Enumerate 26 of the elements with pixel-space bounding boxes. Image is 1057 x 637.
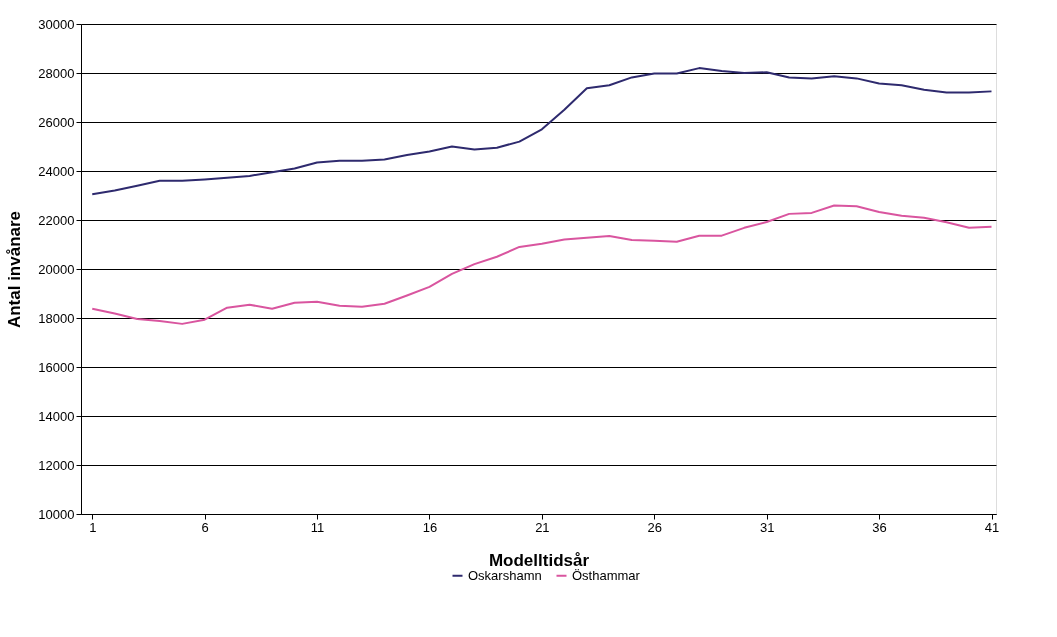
x-tick-label: 26	[647, 519, 663, 535]
line-series	[91, 67, 993, 196]
x-tick-label: 36	[872, 519, 887, 535]
x-tick-label: 1	[89, 519, 97, 535]
y-tick-label: 30000	[38, 16, 75, 32]
y-tick-label: 26000	[38, 114, 75, 130]
y-tick-label: 14000	[38, 408, 75, 424]
legend-label: Östhammar	[572, 567, 641, 583]
x-tick-label: 11	[310, 519, 325, 535]
y-tick-label: 24000	[38, 163, 75, 179]
y-tick-label: 28000	[38, 65, 75, 81]
legend-label: Oskarshamn	[468, 567, 542, 583]
y-tick-label: 16000	[38, 359, 75, 375]
y-tick-label: 22000	[38, 212, 75, 228]
y-tick-label: 18000	[38, 310, 75, 326]
x-axis-title: Modelltidsår	[488, 550, 590, 570]
x-tick-label: 21	[535, 519, 550, 535]
x-tick-label: 16	[422, 519, 438, 535]
line-series	[91, 204, 993, 325]
x-tick-label: 31	[759, 519, 775, 535]
x-tick-label: 41	[984, 519, 1000, 535]
y-tick-label: 10000	[38, 506, 75, 522]
y-axis-title: Antal invånare	[5, 210, 25, 329]
y-tick-label: 20000	[38, 261, 75, 277]
x-tick-label: 6	[201, 519, 209, 535]
y-tick-label: 12000	[38, 457, 75, 473]
